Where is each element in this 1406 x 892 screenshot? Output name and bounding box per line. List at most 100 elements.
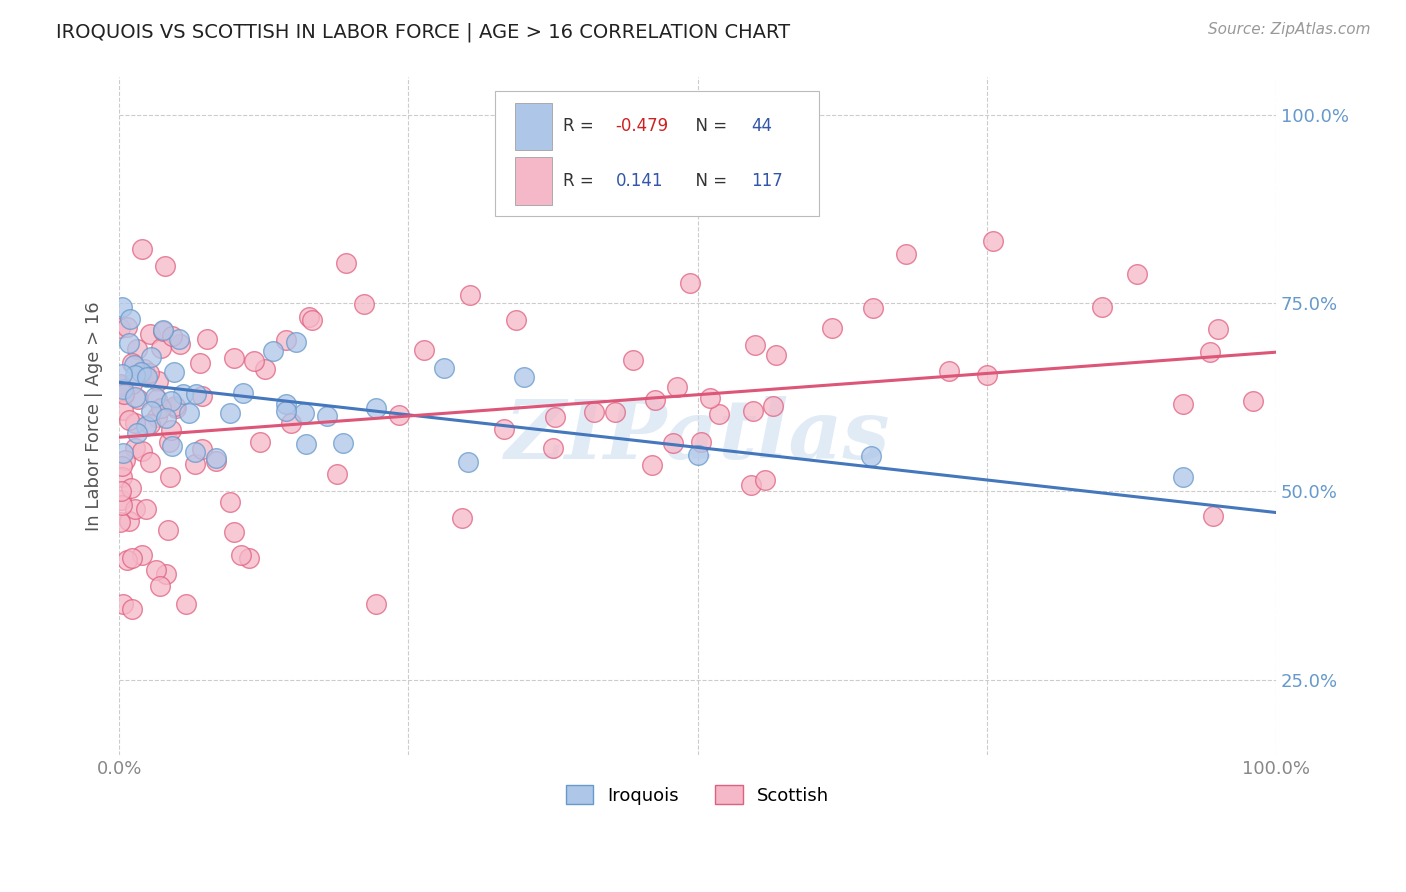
Point	[138, 367, 160, 381]
Point	[165, 401, 187, 416]
Point	[238, 550, 260, 565]
Point	[122, 358, 145, 372]
Point	[742, 404, 765, 418]
Point	[353, 297, 375, 311]
Point	[118, 413, 141, 427]
Point	[183, 445, 205, 459]
Point	[169, 337, 191, 351]
Point	[679, 276, 702, 290]
Point	[229, 548, 252, 562]
Text: ZIPatlas: ZIPatlas	[505, 397, 890, 476]
Point	[754, 473, 776, 487]
Point	[222, 524, 245, 539]
Point	[666, 380, 689, 394]
Point	[249, 434, 271, 449]
Point	[149, 341, 172, 355]
Text: N =: N =	[685, 172, 733, 190]
Point	[332, 436, 354, 450]
Point	[127, 392, 149, 406]
Point	[605, 405, 627, 419]
Point	[110, 483, 132, 498]
Point	[111, 458, 134, 473]
Point	[127, 425, 149, 440]
Point	[583, 405, 606, 419]
Y-axis label: In Labor Force | Age > 16: In Labor Force | Age > 16	[86, 301, 103, 531]
Point	[160, 328, 183, 343]
Point	[335, 256, 357, 270]
Point	[114, 453, 136, 467]
Point	[541, 441, 564, 455]
Point	[124, 416, 146, 430]
Point	[262, 343, 284, 358]
Point	[460, 288, 482, 302]
FancyBboxPatch shape	[495, 91, 820, 217]
Point	[110, 321, 132, 335]
Point	[124, 390, 146, 404]
Point	[146, 374, 169, 388]
Point	[163, 365, 186, 379]
Text: 117: 117	[751, 172, 783, 190]
Point	[143, 391, 166, 405]
Point	[110, 376, 132, 391]
Point	[364, 597, 387, 611]
Point	[295, 437, 318, 451]
Point	[139, 455, 162, 469]
Point	[131, 548, 153, 562]
Point	[149, 579, 172, 593]
Point	[156, 524, 179, 538]
Point	[157, 434, 180, 449]
Point	[179, 406, 201, 420]
Point	[111, 300, 134, 314]
Point	[505, 313, 527, 327]
Point	[132, 362, 155, 376]
Text: -0.479: -0.479	[616, 117, 669, 136]
Point	[457, 454, 479, 468]
Point	[118, 336, 141, 351]
Point	[205, 454, 228, 468]
Point	[124, 502, 146, 516]
Point	[232, 385, 254, 400]
Point	[820, 321, 842, 335]
Point	[115, 553, 138, 567]
Point	[135, 419, 157, 434]
Text: IROQUOIS VS SCOTTISH IN LABOR FORCE | AGE > 16 CORRELATION CHART: IROQUOIS VS SCOTTISH IN LABOR FORCE | AG…	[56, 22, 790, 42]
Point	[860, 449, 883, 463]
Point	[740, 477, 762, 491]
Point	[1241, 393, 1264, 408]
Point	[621, 352, 644, 367]
Point	[862, 301, 884, 316]
Point	[301, 312, 323, 326]
Point	[388, 408, 411, 422]
Point	[298, 310, 321, 325]
Point	[707, 407, 730, 421]
Point	[111, 498, 134, 512]
Point	[274, 403, 297, 417]
Point	[111, 470, 134, 484]
Point	[316, 409, 339, 424]
Point	[141, 351, 163, 365]
Point	[1202, 509, 1225, 524]
Point	[513, 370, 536, 384]
Point	[544, 410, 567, 425]
Point	[110, 493, 132, 508]
Point	[204, 450, 226, 465]
Point	[412, 343, 434, 357]
Point	[136, 370, 159, 384]
Point	[159, 393, 181, 408]
Point	[326, 467, 349, 482]
Point	[121, 356, 143, 370]
Point	[280, 416, 302, 430]
Point	[662, 436, 685, 450]
Point	[644, 392, 666, 407]
Point	[450, 511, 472, 525]
Point	[112, 402, 135, 417]
Point	[120, 481, 142, 495]
Point	[115, 319, 138, 334]
Text: R =: R =	[564, 117, 599, 136]
Point	[981, 234, 1004, 248]
Point	[150, 401, 173, 416]
Point	[762, 399, 785, 413]
Point	[364, 401, 387, 415]
Point	[139, 417, 162, 432]
Point	[894, 246, 917, 260]
